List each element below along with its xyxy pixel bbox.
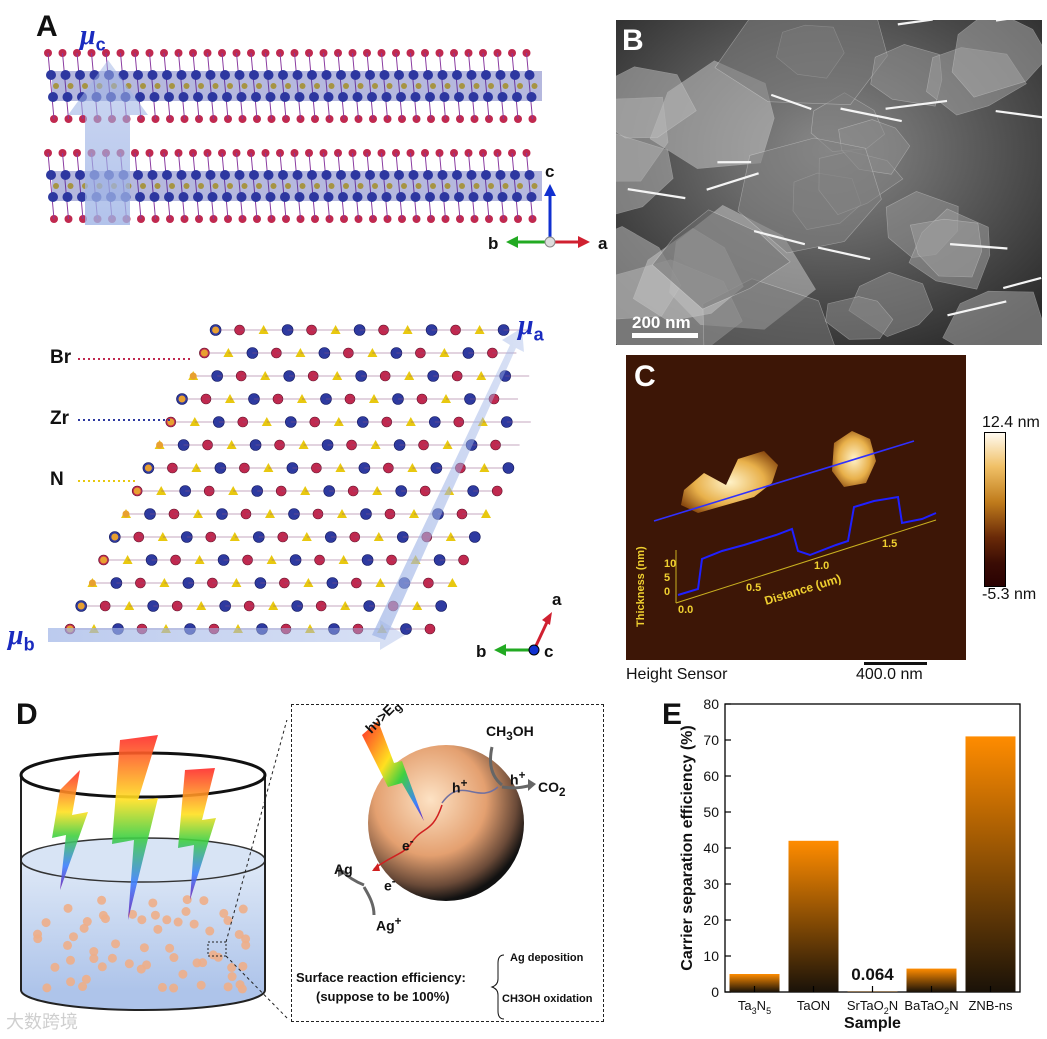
y-tick-label: 40 [703, 840, 719, 856]
light-bolt-1 [52, 770, 88, 890]
scale-bar-b-label: 200 nm [632, 313, 691, 332]
legend-br-label: Br [50, 347, 72, 368]
x-tick-label: SrTaO2N [847, 998, 898, 1016]
inset-light-bolt [362, 721, 424, 821]
axis-label-b-bottom: b [476, 642, 487, 661]
axis-label-c-bottom: c [544, 642, 554, 661]
ag-label: Ag [334, 861, 353, 877]
profile-xtick: 1.0 [814, 560, 829, 572]
co2-label: CO2 [538, 779, 566, 799]
mu-b-label: μb [8, 620, 35, 655]
x-tick-label: Ta3N5 [738, 998, 771, 1016]
light-bolt-2 [112, 735, 158, 920]
ag-deposition-label: Ag deposition [510, 952, 584, 964]
sre-line1: Surface reaction efficiency: [296, 970, 466, 985]
afm-profile-line [653, 440, 915, 522]
electron-outer-label: e- [384, 875, 396, 894]
afm-image: 10 5 0 0.0 0.5 1.0 1.5 Thickness (nm) Distance (… [626, 355, 966, 660]
mu-a-arrow [372, 328, 524, 640]
y-tick-label: 30 [703, 876, 719, 892]
reaction-inset: hν>Eg CH3OH h+ h+ CO2 e- e- Ag Ag+ Surfa… [291, 701, 604, 1022]
reactor-illustration [19, 720, 290, 1020]
light-bolt-3 [178, 768, 216, 900]
mu-b-arrow [48, 620, 405, 650]
profile-ytick: 0 [664, 586, 670, 598]
ch3oh-oxidation-label: CH3OH oxidation [502, 993, 593, 1005]
electron-inner-label: e- [402, 835, 414, 854]
legend-n-label: N [50, 469, 64, 490]
axes-bottom [494, 612, 552, 656]
x-tick-label: BaTaO2N [904, 998, 958, 1016]
mu-a-label: μa [518, 310, 544, 345]
hole-inner-label: h+ [452, 777, 468, 796]
y-tick-label: 0 [711, 984, 719, 1000]
axis-label-a-top: a [598, 234, 608, 253]
watermark: 大数跨境 [6, 1012, 78, 1032]
bar-BaTaO2N [906, 968, 957, 992]
legend-leaders [78, 358, 193, 482]
y-tick-label: 70 [703, 732, 719, 748]
crystal-side-view [44, 49, 542, 225]
ag-plus-label: Ag+ [376, 915, 402, 934]
mu-c-arrow [68, 60, 148, 225]
y-axis-label: Carrier separation efficiency (%) [679, 725, 696, 970]
x-tick-label: TaON [797, 998, 830, 1013]
x-axis-label: Sample [844, 1015, 901, 1032]
colorbar-min-label: -5.3 nm [982, 586, 1037, 603]
mu-c-label: μc [80, 20, 106, 55]
scale-bar-b [632, 333, 698, 338]
bar-TaON [788, 840, 839, 992]
y-tick-label: 10 [703, 948, 719, 964]
crystal-top-view [48, 324, 531, 650]
height-sensor-label: Height Sensor [626, 666, 728, 683]
sem-image [616, 20, 1042, 345]
hole-outer-label: h+ [510, 769, 526, 788]
scale-bar-c [864, 662, 927, 665]
profile-ytick: 5 [664, 572, 670, 584]
panel-label-e: E [662, 698, 683, 731]
axis-label-b-top: b [488, 234, 499, 253]
panel-label-c: C [634, 360, 656, 393]
panel-label-b: B [622, 24, 644, 57]
bar-ZNB-ns [965, 736, 1016, 992]
x-tick-label: ZNB-ns [968, 998, 1013, 1013]
ch3oh-label: CH3OH [486, 723, 534, 743]
bar-value-annotation: 0.064 [851, 965, 894, 984]
axis-label-c-top: c [545, 162, 555, 181]
axes-top [506, 184, 590, 248]
profile-ylabel: Thickness (nm) [635, 546, 647, 627]
axis-label-a-bottom: a [552, 590, 562, 609]
afm-flake-1 [681, 451, 778, 513]
bar-Ta3N5 [729, 974, 780, 992]
afm-colorbar [984, 432, 1006, 587]
panel-label-d: D [16, 698, 38, 731]
y-tick-label: 60 [703, 768, 719, 784]
profile-ytick: 10 [664, 558, 676, 570]
y-tick-label: 50 [703, 804, 719, 820]
panel-label-a: A [36, 10, 58, 43]
y-tick-label: 20 [703, 912, 719, 928]
profile-xtick: 0.5 [746, 582, 761, 594]
scale-bar-c-label: 400.0 nm [856, 666, 923, 683]
y-tick-label: 80 [703, 696, 719, 712]
legend-zr-label: Zr [50, 408, 69, 429]
profile-xtick: 0.0 [678, 604, 693, 616]
bar-chart: 0 10 20 30 40 50 60 70 80 Ta3N5 TaON SrTaO2N BaTaO2N… [679, 696, 1021, 1032]
profile-xtick: 1.5 [882, 538, 897, 550]
sre-line2: (suppose to be 100%) [316, 989, 450, 1004]
colorbar-max-label: 12.4 nm [982, 414, 1040, 431]
